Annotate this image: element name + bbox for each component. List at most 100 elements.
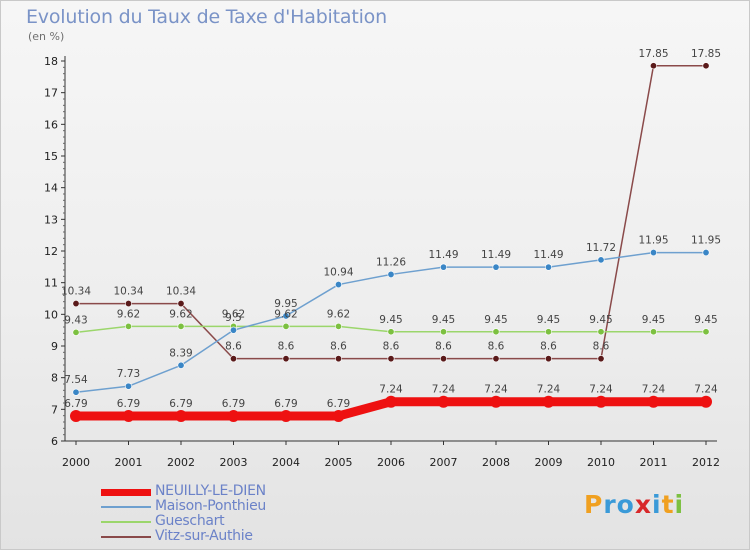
legend-label: Gueschart [155,513,225,529]
x-tick-label: 2000 [62,456,90,469]
data-point [649,249,657,257]
y-tick-label: 16 [44,118,58,131]
data-point [544,263,552,271]
data-point [490,395,502,408]
y-tick-label: 14 [44,182,58,195]
data-label: 10.34 [113,286,143,298]
data-point [597,256,605,264]
data-point [72,300,80,308]
logo-letter: P [584,490,604,519]
data-point [230,326,238,334]
logo-letter: x [634,490,652,519]
y-tick-label: 17 [44,87,58,100]
data-label: 9.45 [484,314,507,326]
data-point [125,322,133,330]
logo-letter: o [616,490,635,519]
data-point [544,328,552,336]
data-point [647,395,660,408]
data-label: 6.79 [117,398,140,410]
data-label: 7.24 [537,384,561,396]
unit-label: (en %) [28,30,65,43]
data-label: 8.6 [383,341,400,353]
data-label: 9.45 [694,314,717,326]
data-label: 8.6 [593,341,610,353]
x-tick-label: 2002 [167,456,195,469]
data-point [597,328,605,336]
data-point [177,300,185,308]
x-tick-label: 2006 [377,456,405,469]
data-label: 9.62 [274,308,297,320]
x-tick-label: 2010 [587,456,615,469]
data-label: 7.24 [642,384,666,396]
data-label: 10.34 [166,286,196,298]
logo-letter: i [674,490,685,519]
x-tick-label: 2001 [115,456,143,469]
data-label: 17.85 [638,48,668,60]
data-label: 8.6 [435,341,452,353]
data-label: 11.49 [428,249,458,261]
data-point [437,395,450,408]
x-tick-label: 2004 [272,456,300,469]
data-point [282,355,290,363]
data-label: 10.34 [61,286,91,298]
y-tick-label: 11 [44,277,58,290]
data-label: 9.45 [432,314,455,326]
data-point [230,355,238,363]
data-label: 11.49 [481,249,511,261]
x-tick-label: 2009 [535,456,563,469]
data-label: 6.79 [222,398,245,410]
data-label: 17.85 [691,48,721,60]
data-point [387,328,395,336]
x-tick-label: 2008 [482,456,510,469]
y-tick-label: 8 [51,372,58,385]
data-point [125,382,133,390]
data-label: 6.79 [169,398,192,410]
data-label: 7.24 [484,384,508,396]
data-label: 9.45 [379,314,402,326]
data-point [72,328,80,336]
data-label: 9.62 [117,308,140,320]
data-point [492,355,500,363]
data-point [177,322,185,330]
data-point [387,270,395,278]
data-label: 7.24 [379,384,403,396]
data-label: 9.5 [225,312,242,324]
data-label: 7.24 [432,384,456,396]
data-label: 11.26 [376,256,406,268]
data-point [70,409,82,422]
data-label: 9.95 [274,298,297,310]
x-tick-label: 2007 [430,456,458,469]
data-point [72,388,80,396]
data-point [492,328,500,336]
data-point [595,395,607,408]
x-tick-label: 2012 [692,456,720,469]
data-point [227,409,240,422]
logo-letter: i [652,490,662,519]
data-label: 11.72 [586,242,616,254]
data-label: 7.54 [64,374,88,386]
data-point [649,62,657,70]
data-label: 9.62 [169,308,192,320]
data-label: 7.73 [117,368,140,380]
data-label: 9.45 [537,314,560,326]
x-tick-label: 2005 [325,456,353,469]
data-label: 7.24 [589,384,613,396]
data-label: 11.95 [638,235,668,247]
x-tick-label: 2011 [640,456,668,469]
data-label: 9.45 [589,314,612,326]
data-label: 11.49 [533,249,563,261]
data-point [439,328,447,336]
data-point [334,281,342,289]
y-tick-label: 10 [44,308,58,321]
data-label: 9.43 [64,314,87,326]
data-point [177,361,185,369]
data-point [702,62,710,70]
legend-swatch [101,506,151,508]
data-label: 9.62 [327,308,350,320]
data-point [702,328,710,336]
data-point [544,355,552,363]
legend-swatch [101,488,151,496]
chart-title: Evolution du Taux de Taxe d'Habitation [26,6,387,28]
y-tick-label: 13 [44,213,58,226]
